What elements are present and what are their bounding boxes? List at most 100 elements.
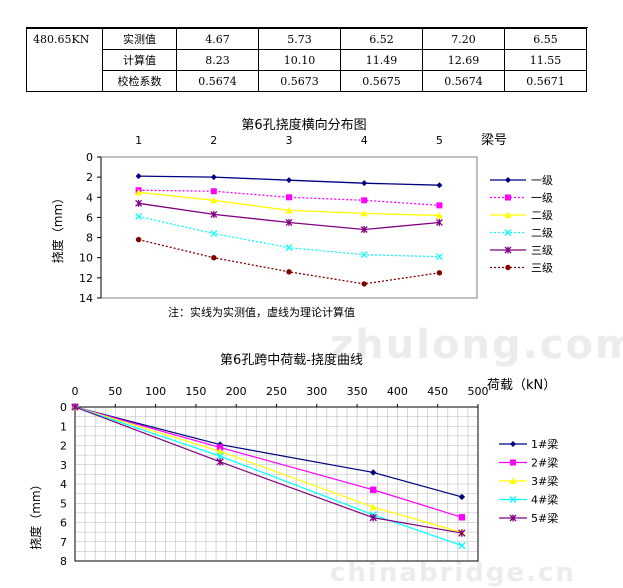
x-tick-label: 50 [108, 385, 122, 398]
x-tick-label: 4 [361, 134, 368, 147]
data-point [369, 503, 377, 511]
legend-label: 一级 [531, 174, 553, 187]
data-point [458, 493, 466, 501]
calibration-table: 480.65KN 实测值 4.67 5.73 6.52 7.20 6.55 计算… [26, 28, 587, 92]
data-point [504, 246, 512, 254]
data-point [210, 230, 218, 238]
row-label: 计算值 [102, 49, 177, 71]
data-point [370, 486, 377, 493]
table-row: 480.65KN 实测值 4.67 5.73 6.52 7.20 6.55 [26, 28, 587, 92]
data-point [509, 496, 517, 503]
table-cell: 0.5674 [422, 70, 505, 92]
y-tick-label: 2 [86, 171, 93, 184]
data-point [436, 182, 443, 189]
y-tick-label: 6 [86, 211, 93, 224]
chart-title: 第6孔跨中荷载-挠度曲线 [220, 352, 363, 368]
y-tick-label: 4 [86, 191, 93, 204]
data-point [458, 541, 466, 550]
legend-label: 3#梁 [531, 474, 558, 488]
series-line [74, 406, 462, 534]
x-tick-label: 3 [286, 134, 293, 147]
legend-label: 二级 [531, 227, 553, 240]
data-point [285, 218, 293, 226]
legend-label: 5#梁 [531, 511, 558, 525]
data-point [135, 236, 142, 243]
data-point [509, 477, 517, 484]
data-point [435, 211, 443, 219]
legend-label: 一级 [531, 192, 553, 205]
data-point [510, 459, 516, 466]
y-tick-label: 3 [60, 459, 67, 472]
data-point [135, 212, 143, 220]
data-point [211, 255, 217, 261]
y-tick-label: 7 [60, 536, 67, 549]
x-tick-label: 250 [266, 385, 287, 398]
y-tick-label: 8 [86, 232, 93, 245]
data-point [361, 281, 367, 287]
data-point [436, 202, 443, 209]
data-point [435, 253, 443, 261]
data-point [436, 270, 443, 276]
data-point [370, 469, 377, 476]
data-point [360, 209, 368, 217]
series-line [74, 406, 463, 498]
x-tick-label: 100 [145, 385, 166, 398]
table-row: 计算值 8.23 10.10 11.49 12.69 11.55 [27, 49, 587, 71]
x-tick-label: 450 [427, 385, 448, 398]
load-cell: 480.65KN [26, 28, 103, 92]
watermark-top: zhulong.com [330, 322, 623, 368]
y-tick-label: 0 [60, 401, 67, 414]
data-point [361, 180, 368, 187]
x-tick-label: 5 [436, 134, 443, 147]
data-point [505, 177, 511, 183]
data-point [135, 188, 143, 196]
legend-label: 4#梁 [531, 493, 558, 507]
y-axis-label: 挠度（mm） [28, 478, 43, 549]
legend-label: 三级 [531, 244, 553, 257]
table-cell: 7.20 [422, 28, 505, 50]
x-tick-label: 500 [468, 385, 489, 398]
x-tick-label: 400 [387, 385, 408, 398]
y-tick-label: 5 [60, 497, 67, 510]
series-line [74, 406, 463, 547]
y-tick-label: 14 [79, 292, 93, 305]
x-axis-label: 荷载（kN） [487, 378, 556, 393]
legend-label: 三级 [531, 262, 553, 275]
data-point [216, 444, 224, 451]
data-point [360, 226, 368, 234]
data-point [505, 194, 511, 201]
y-tick-label: 1 [60, 420, 67, 433]
data-point [458, 514, 466, 521]
data-point [210, 188, 217, 195]
data-point [458, 529, 466, 537]
data-point [210, 210, 218, 218]
chart-note: 注：实线为实测值，虚线为理论计算值 [168, 305, 355, 319]
table-cell: 0.5673 [258, 70, 341, 92]
data-point [360, 251, 368, 259]
data-point [285, 244, 293, 252]
data-point [216, 458, 224, 466]
row-label: 实测值 [102, 28, 177, 50]
data-point [210, 196, 218, 204]
data-point [510, 441, 516, 447]
chart-title: 第6孔挠度横向分布图 [241, 117, 366, 133]
data-point [71, 403, 79, 411]
data-point [210, 174, 217, 181]
data-point [286, 269, 292, 275]
data-point [361, 197, 368, 204]
x-tick-label: 1 [135, 134, 142, 147]
x-tick-label: 0 [72, 385, 79, 398]
y-axis-label: 挠度（mm） [50, 192, 65, 263]
data-point [216, 452, 224, 460]
legend-label: 二级 [531, 209, 553, 222]
data-point [286, 177, 292, 184]
y-tick-label: 8 [60, 555, 67, 568]
row-label: 校检系数 [102, 70, 177, 92]
legend-label: 2#梁 [531, 456, 558, 470]
y-tick-label: 12 [79, 272, 93, 285]
data-point [216, 447, 224, 455]
x-tick-label: 350 [347, 385, 368, 398]
table-cell: 0.5674 [176, 70, 259, 92]
y-tick-label: 2 [60, 440, 67, 453]
